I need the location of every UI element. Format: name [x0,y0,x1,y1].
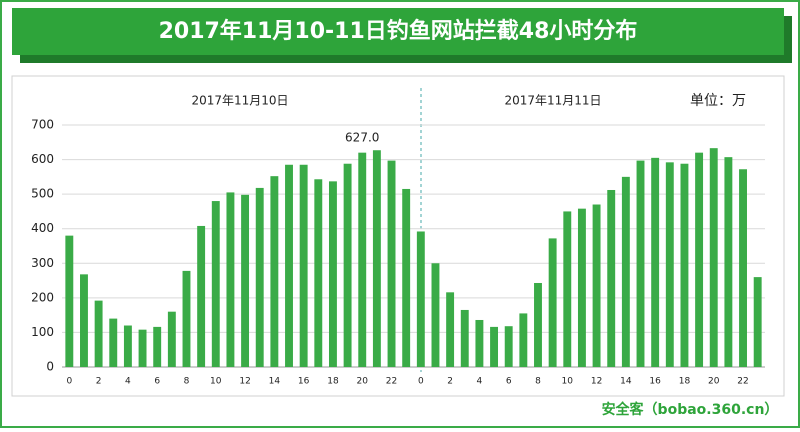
bar [519,313,528,367]
x-tick-label: 12 [591,377,602,387]
bar [709,148,718,367]
y-tick-label: 700 [31,118,54,132]
x-tick-label: 0 [66,377,72,387]
x-tick-label: 6 [154,377,160,387]
bar [182,270,191,367]
bar [211,201,220,367]
x-tick-label: 20 [357,377,369,387]
x-tick-label: 10 [562,377,574,387]
bar [680,163,689,367]
bar [197,225,206,367]
watermark: 安全客（bobao.360.cn） [602,401,779,418]
bar [241,194,250,367]
bar [607,189,616,367]
bar [123,325,132,367]
x-tick-label: 16 [298,377,310,387]
x-tick-label: 0 [418,377,424,387]
bar [548,238,557,367]
bar [80,274,88,367]
x-tick-label: 14 [620,377,632,387]
x-tick-label: 4 [125,377,131,387]
x-tick-label: 22 [737,377,748,387]
x-tick-label: 8 [535,377,541,387]
bar [358,152,367,367]
bar [299,164,308,367]
bar [534,282,542,367]
x-tick-label: 14 [269,377,281,387]
bar [402,188,411,367]
y-tick-label: 200 [31,290,54,304]
y-tick-label: 100 [31,325,54,339]
x-tick-label: 12 [239,377,250,387]
bar [563,211,572,367]
x-tick-label: 18 [679,377,691,387]
bar [636,160,645,367]
value-label: 627.0 [345,131,379,145]
x-tick-label: 20 [708,377,720,387]
bar [285,164,293,367]
bar [431,263,440,367]
bar [621,176,630,367]
title-banner [12,8,784,55]
bar [109,318,118,367]
bar [460,309,469,367]
bar [343,163,352,367]
x-tick-label: 8 [184,377,190,387]
bar [94,300,103,367]
annotation: 2017年11月11日 [504,94,601,108]
bar [65,235,74,367]
bar [724,157,733,367]
unit-label: 单位：万 [690,93,746,109]
bar [446,292,455,367]
bar [739,169,747,367]
x-tick-label: 18 [327,377,339,387]
bar [490,326,499,367]
y-tick-label: 300 [31,256,54,270]
bar [387,160,396,367]
bar [226,192,235,367]
bar [651,157,660,367]
bar [270,176,279,367]
y-tick-label: 600 [31,152,54,166]
bar [504,326,513,367]
bar [328,181,337,367]
x-tick-label: 10 [210,377,222,387]
bar [416,231,425,367]
y-tick-label: 0 [46,360,54,374]
x-tick-label: 16 [649,377,661,387]
bar [592,204,601,367]
bar [255,187,264,367]
bar [372,150,381,367]
bar [753,277,762,367]
y-tick-label: 500 [31,187,54,201]
bar [314,179,323,367]
y-tick-label: 400 [31,221,54,235]
bar [475,319,484,367]
plot-frame [11,75,785,397]
annotation: 2017年11月10日 [191,94,288,108]
bar [577,208,586,367]
chart-title: 2017年11月10-11日钓鱼网站拦截48小时分布 [159,18,638,44]
x-tick-label: 22 [386,377,397,387]
bar [665,162,674,367]
bar [695,152,704,367]
bar [138,329,147,367]
x-tick-label: 6 [506,377,512,387]
bar [153,326,162,367]
x-tick-label: 4 [477,377,483,387]
x-tick-label: 2 [447,377,453,387]
x-tick-label: 2 [96,377,102,387]
bar [167,311,176,367]
